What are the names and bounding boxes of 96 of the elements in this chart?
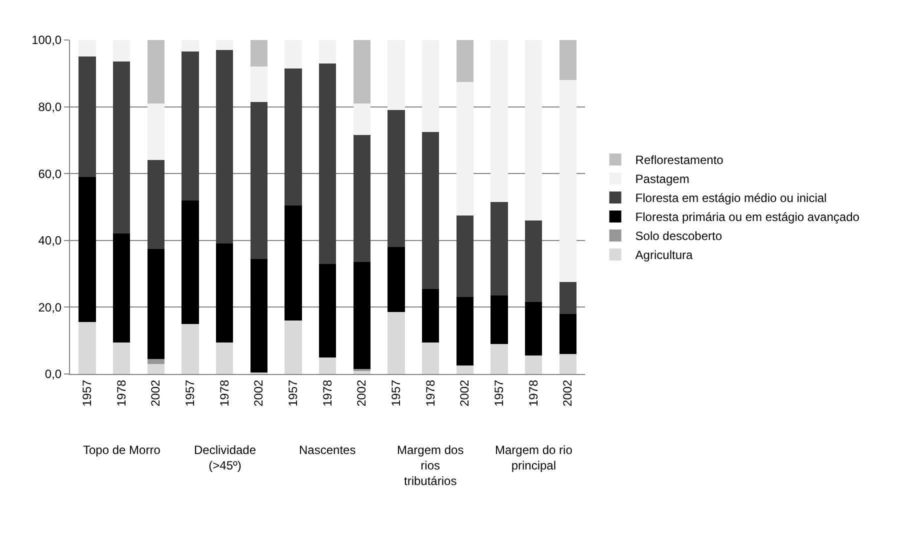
x-tick-label: 1978 [114, 379, 128, 407]
text: Margem do rio principal [495, 443, 573, 473]
y-tick-label: 20,0 [38, 300, 62, 314]
bar [456, 366, 474, 374]
bar [147, 40, 164, 104]
bar [147, 364, 164, 374]
bar [182, 200, 199, 324]
bar [182, 40, 199, 52]
legend-label: Solo descoberto [635, 229, 722, 244]
bar [490, 296, 508, 344]
x-tick-label: 2002 [354, 379, 369, 407]
bar [78, 40, 96, 57]
legend-label: Pastagem [635, 172, 690, 186]
bar [318, 40, 336, 64]
x-tick-label: 1957 [80, 379, 94, 407]
text: Declividade (>45º) [194, 443, 256, 473]
bar [456, 297, 474, 366]
bar [250, 66, 268, 102]
bar [456, 215, 474, 298]
bar [388, 110, 405, 248]
legend-label: Reflorestamento [635, 153, 724, 168]
text: Nascentes [299, 443, 356, 457]
bar [250, 102, 268, 259]
x-tick-label: 1957 [389, 379, 404, 407]
x-tick-label: 2002 [148, 379, 163, 407]
x-tick-label: 2002 [252, 379, 266, 407]
bar [284, 320, 302, 374]
x-tick-label: 1957 [492, 379, 506, 407]
bar [318, 63, 336, 264]
x-tick-label: 1957 [183, 379, 198, 407]
x-tick-label: 1957 [286, 379, 300, 407]
y-tick-label: 100,0 [32, 33, 62, 48]
bar [388, 312, 405, 374]
bar [559, 40, 576, 80]
text: Topo de Morro [83, 443, 161, 457]
x-tick-label: 1978 [526, 379, 540, 407]
bar [112, 62, 130, 234]
bar [353, 103, 370, 136]
bar [524, 40, 542, 220]
bar [78, 56, 96, 177]
bar [147, 103, 164, 160]
bar [78, 322, 96, 374]
legend-label: Floresta em estágio médio ou inicial [635, 191, 827, 206]
y-tick-label: 40,0 [38, 234, 62, 248]
bar [318, 357, 336, 374]
bar [524, 220, 542, 302]
bar [147, 358, 164, 364]
bar [422, 132, 440, 289]
bar [112, 234, 130, 342]
bar [456, 40, 474, 82]
x-tick-label: 2002 [458, 379, 472, 407]
text: Margem dos rios tributários [397, 443, 464, 488]
bar [216, 40, 234, 50]
bar [456, 82, 474, 216]
legend-label: Agricultura [635, 248, 693, 262]
bar [112, 40, 130, 62]
bar [284, 205, 302, 321]
bar [524, 356, 542, 374]
x-tick-label: 2002 [560, 379, 575, 407]
legend-label: Floresta primária ou em estágio avançado [635, 210, 860, 224]
bar [353, 40, 370, 104]
x-tick-label: 1978 [320, 379, 334, 407]
y-tick-label: 0,0 [44, 367, 62, 382]
bar [284, 68, 302, 206]
bar [78, 176, 96, 322]
x-tick-label: 1978 [217, 379, 232, 407]
bar [216, 50, 234, 244]
bar [250, 258, 268, 372]
bar [559, 314, 576, 354]
bar [250, 40, 268, 67]
bar [524, 302, 542, 356]
y-tick-label: 80,0 [38, 100, 62, 114]
bar [216, 342, 234, 374]
bar [490, 344, 508, 374]
bar [388, 247, 405, 312]
bar [147, 248, 164, 359]
bar [216, 244, 234, 342]
y-tick-label: 60,0 [38, 166, 62, 181]
bar [388, 40, 405, 110]
bar [182, 324, 199, 374]
bar [490, 40, 508, 202]
bar [112, 342, 130, 374]
bar [182, 52, 199, 200]
bar [147, 160, 164, 249]
bar [422, 288, 440, 342]
bar [559, 354, 576, 374]
bar [490, 202, 508, 296]
bar [559, 80, 576, 282]
bar [422, 342, 440, 374]
bar [422, 40, 440, 132]
bar [353, 135, 370, 262]
bar [559, 282, 576, 314]
x-tick-label: 1978 [423, 379, 438, 407]
bar [284, 40, 302, 68]
bar [318, 264, 336, 358]
bar [353, 262, 370, 369]
